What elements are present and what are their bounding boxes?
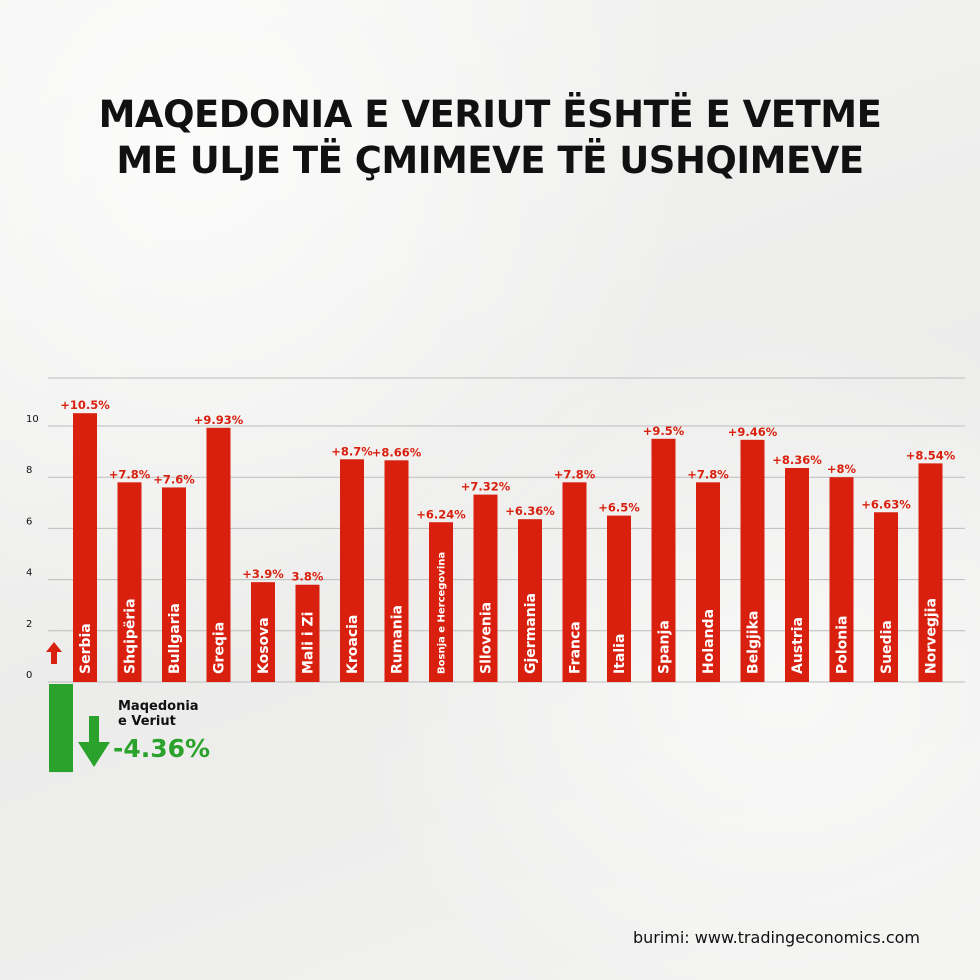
bar — [740, 439, 765, 682]
bar — [562, 482, 587, 682]
bar — [340, 459, 364, 682]
title-line-2: ME ULJE TË ÇMIMEVE TË USHQIMEVE — [116, 139, 864, 182]
category-label: Italia — [612, 634, 628, 674]
value-label: +10.5% — [60, 398, 110, 412]
category-label: Norvegjia — [924, 598, 940, 674]
value-label: +8.7% — [331, 444, 373, 458]
bar — [696, 482, 720, 682]
bar — [429, 522, 453, 682]
category-label: Austria — [790, 617, 806, 674]
value-label: +8.36% — [772, 453, 822, 467]
value-label: +3.9% — [242, 567, 284, 581]
value-label: +9.46% — [728, 425, 778, 439]
y-tick-label: 4 — [26, 568, 32, 579]
bar — [473, 494, 498, 682]
y-tick-label: 0 — [26, 670, 32, 681]
y-tick-label: 6 — [26, 516, 32, 527]
category-label: Belgjika — [746, 611, 762, 674]
title-line-1: MAQEDONIA E VERIUT ËSHTË E VETME — [98, 93, 882, 136]
y-tick-label: 2 — [26, 619, 32, 630]
bar — [384, 460, 409, 682]
category-label: Bosnja e Hercegovina — [437, 552, 448, 674]
value-label: +7.32% — [461, 480, 511, 494]
category-label: Gjermania — [523, 593, 539, 674]
value-label: +9.93% — [194, 413, 244, 427]
bar — [874, 512, 898, 682]
negative-category-label: e Veriut — [118, 714, 176, 729]
category-label: Sllovenia — [479, 602, 495, 674]
negative-value-label: -4.36% — [113, 734, 210, 763]
bar — [829, 477, 854, 682]
bar — [73, 413, 97, 682]
up-arrow-icon — [46, 642, 62, 664]
bar — [607, 515, 631, 682]
value-label: +6.24% — [416, 507, 466, 521]
value-label: +6.36% — [505, 504, 555, 518]
bar — [117, 482, 142, 682]
y-tick-label: 8 — [26, 465, 32, 476]
value-label: +8.54% — [906, 448, 956, 462]
category-label: Spanja — [657, 620, 673, 674]
category-label: Suedia — [879, 620, 895, 674]
value-label: +7.8% — [687, 467, 729, 481]
value-label: +8.66% — [372, 445, 422, 459]
chart-title: MAQEDONIA E VERIUT ËSHTË E VETME ME ULJE… — [0, 92, 980, 184]
down-arrow-icon — [78, 716, 110, 767]
value-label: +7.8% — [554, 467, 596, 481]
category-label: Franca — [568, 621, 584, 674]
category-label: Shqipëria — [123, 598, 139, 674]
value-label: +8% — [827, 462, 857, 476]
value-label: 3.8% — [292, 570, 324, 584]
bar — [295, 584, 320, 682]
value-label: +7.6% — [153, 472, 195, 486]
value-label: +6.63% — [861, 497, 911, 511]
category-label: Holanda — [701, 609, 717, 674]
category-label: Bullgaria — [167, 603, 183, 674]
category-label: Rumania — [390, 605, 406, 674]
category-label: Kosova — [256, 617, 272, 674]
source-note: burimi: www.tradingeconomics.com — [632, 928, 920, 947]
category-label: Kroacia — [345, 615, 361, 674]
bar — [918, 463, 943, 682]
y-tick-label: 10 — [26, 414, 39, 425]
value-label: +9.5% — [643, 424, 685, 438]
value-label: +7.8% — [109, 467, 151, 481]
bar — [206, 427, 231, 682]
negative-bar — [49, 684, 73, 773]
bar — [518, 519, 542, 682]
value-label: +6.5% — [598, 501, 640, 515]
category-label: Polonia — [835, 615, 851, 674]
category-label: Mali i Zi — [301, 612, 317, 674]
bar — [251, 582, 275, 682]
bar — [651, 438, 676, 682]
bar — [785, 467, 809, 682]
negative-category-label: Maqedonia — [118, 699, 199, 714]
category-label: Serbia — [78, 623, 94, 674]
category-label: Greqia — [212, 622, 228, 674]
bar — [162, 487, 186, 682]
